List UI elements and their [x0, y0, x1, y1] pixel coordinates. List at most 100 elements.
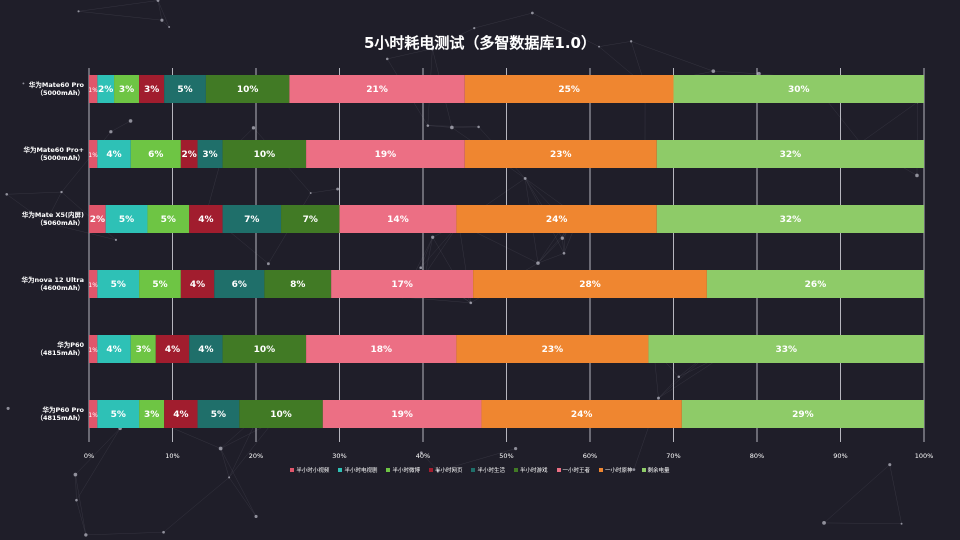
- background-link: [532, 12, 600, 47]
- chart-title: 5小时耗电测试（多智数据库1.0）: [363, 34, 596, 52]
- background-link: [157, 0, 170, 28]
- background-link: [110, 120, 131, 132]
- data-label: 10%: [254, 345, 276, 355]
- background-star: [419, 266, 423, 270]
- legend-item[interactable]: 一小时王者: [556, 466, 591, 474]
- x-tick-label: 90%: [833, 452, 847, 460]
- legend-item[interactable]: 半小时游戏: [514, 466, 548, 474]
- background-link: [228, 421, 274, 478]
- background-star: [162, 530, 165, 534]
- background-link: [451, 126, 479, 128]
- data-label: 29%: [792, 410, 814, 420]
- legend-item[interactable]: 半小时微博: [386, 466, 420, 474]
- legend-item[interactable]: 一小时原神: [599, 466, 633, 474]
- data-label: 19%: [375, 150, 397, 160]
- bar-segment: [464, 140, 657, 168]
- bar-segment: [97, 335, 131, 363]
- legend-item[interactable]: 半小时电视剧: [338, 466, 377, 474]
- background-star: [84, 533, 88, 537]
- legend-item[interactable]: 半小时小视频: [290, 466, 329, 474]
- legend-label: 半小时生活: [477, 468, 505, 474]
- background-star: [218, 446, 223, 451]
- bar-segment: [89, 400, 98, 428]
- y-category-label: 华为Mate X5(内屏)（5060mAh）: [22, 210, 84, 227]
- bar-segment: [339, 205, 457, 233]
- x-tick-label: 50%: [499, 452, 513, 460]
- background-star: [251, 126, 256, 130]
- legend-swatch: [641, 468, 646, 472]
- bar-segment: [197, 140, 223, 168]
- legend-label: 剩余电量: [647, 468, 670, 474]
- bar-segment: [139, 270, 181, 298]
- bar-segment: [473, 270, 707, 298]
- background-link: [45, 222, 116, 241]
- data-label: 14%: [387, 215, 409, 225]
- bar-segment: [89, 75, 98, 103]
- background-star: [6, 406, 10, 410]
- data-label: 4%: [198, 345, 213, 355]
- data-label: 5%: [161, 215, 176, 225]
- bar-segment: [97, 400, 140, 428]
- legend-label: 半小时网页: [434, 468, 463, 474]
- background-link: [713, 71, 759, 74]
- background-link: [220, 448, 230, 478]
- background-link: [631, 41, 714, 72]
- x-tick-label: 20%: [249, 452, 263, 460]
- data-label: 17%: [391, 280, 413, 290]
- data-label: 1%: [88, 347, 98, 354]
- background-link: [823, 464, 890, 524]
- data-label: 3%: [202, 150, 217, 160]
- data-label: 8%: [290, 280, 305, 290]
- legend-item[interactable]: 半小时生活: [471, 466, 505, 474]
- background-star: [228, 476, 231, 479]
- background-star: [436, 469, 440, 473]
- background-star: [160, 18, 164, 22]
- legend-item[interactable]: 半小时网页: [428, 466, 463, 474]
- bar-segment: [89, 270, 98, 298]
- background-star: [77, 10, 80, 13]
- background-link: [537, 238, 563, 264]
- data-label: 10%: [270, 410, 292, 420]
- data-label: 10%: [237, 85, 259, 95]
- background-star: [657, 396, 660, 400]
- y-category-label: 华为Mate60 Pro+（5000mAh）: [23, 145, 84, 162]
- background-link: [658, 376, 679, 399]
- background-star: [426, 124, 430, 127]
- data-label: 5%: [111, 280, 126, 290]
- background-star: [431, 235, 435, 239]
- background-link: [427, 125, 452, 128]
- data-label: 1%: [88, 412, 98, 419]
- y-category-label: 华为Mate60 Pro （5000mAh）: [29, 80, 85, 97]
- background-star: [473, 27, 476, 30]
- bar-segment: [464, 75, 674, 103]
- bar-segment: [306, 335, 457, 363]
- background-link: [76, 500, 86, 535]
- background-star: [514, 447, 518, 451]
- data-label: 2%: [182, 150, 197, 160]
- data-label: 5%: [177, 85, 192, 95]
- bar-segment: [164, 75, 206, 103]
- bar-segment: [306, 140, 465, 168]
- background-link: [310, 188, 338, 194]
- background-link: [537, 253, 565, 264]
- data-label: 4%: [106, 345, 121, 355]
- data-label: 1%: [88, 87, 98, 94]
- background-star: [900, 522, 903, 525]
- legend-item[interactable]: 剩余电量: [641, 466, 670, 474]
- background-star: [128, 119, 133, 123]
- bar-segment: [281, 205, 340, 233]
- bar-segment: [205, 75, 290, 103]
- bar-segment: [681, 400, 924, 428]
- legend-swatch: [556, 468, 561, 472]
- x-tick-label: 10%: [165, 452, 179, 460]
- bar-segment: [239, 400, 323, 428]
- bar-segment: [164, 400, 198, 428]
- background-star: [523, 176, 527, 180]
- data-label: 2%: [98, 85, 113, 95]
- legend-label: 一小时王者: [562, 468, 591, 474]
- bar-segment: [289, 75, 465, 103]
- background-star: [60, 190, 63, 194]
- background-link: [402, 297, 471, 303]
- legend-label: 半小时微博: [392, 468, 420, 474]
